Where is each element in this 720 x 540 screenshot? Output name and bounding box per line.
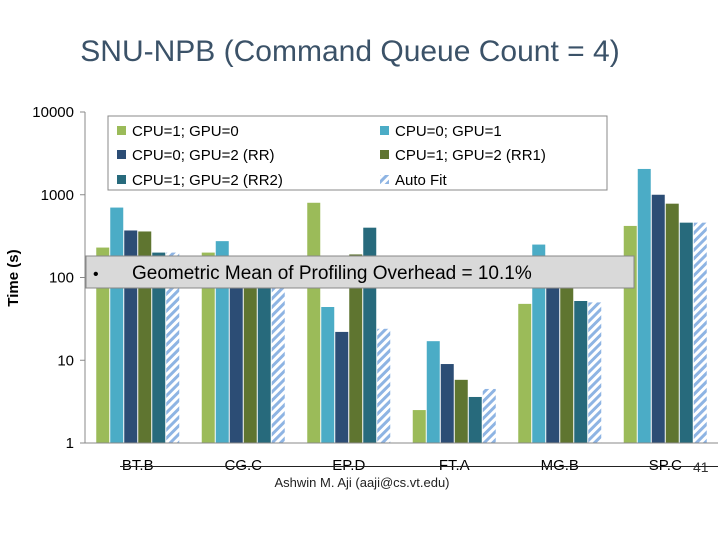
legend-swatch — [117, 150, 126, 159]
bar-ep-d-series-3 — [335, 331, 349, 443]
bar-mg-b-series-3 — [546, 262, 560, 443]
bar-cg-c-series-6 — [271, 262, 285, 443]
bar-ep-d-series-6 — [377, 328, 391, 443]
bar-mg-b-series-5 — [574, 301, 588, 443]
bar-cg-c-series-3 — [229, 262, 243, 443]
bar-cg-c-series-4 — [243, 262, 257, 443]
bar-bt-b-series-5 — [152, 252, 166, 443]
legend-swatch — [380, 150, 389, 159]
x-tick-label: MG.B — [541, 457, 579, 470]
bar-mg-b-series-6 — [588, 302, 602, 443]
bar-ft-a-series-6 — [482, 388, 496, 443]
annotation-text: Geometric Mean of Profiling Overhead = 1… — [132, 263, 532, 284]
bar-bt-b-series-6 — [166, 252, 180, 443]
y-axis-title: Time (s) — [5, 249, 22, 306]
legend-label: CPU=1; GPU=0 — [132, 123, 239, 140]
legend-label: CPU=0; GPU=1 — [395, 123, 502, 140]
footer-text: Ashwin M. Aji (aaji@cs.vt.edu) — [274, 475, 450, 490]
legend-label: CPU=1; GPU=2 (RR1) — [395, 147, 546, 164]
legend-swatch — [117, 175, 126, 184]
bar-chart: 1 10 100 1000 10000 BT.B CG.C EP.D FT.A MG.B SP.C… — [5, 104, 718, 470]
bar-cg-c-series-1 — [201, 252, 215, 443]
x-tick-label: EP.D — [332, 457, 365, 470]
bar-ft-a-series-3 — [440, 364, 454, 443]
slide-title: SNU-NPB (Command Queue Count = 4) — [80, 35, 620, 68]
legend: CPU=1; GPU=0 CPU=0; GPU=1 CPU=0; GPU=2 (RR… — [107, 115, 608, 191]
bar-sp-c-series-2 — [637, 168, 651, 443]
bar-bt-b-series-1 — [96, 247, 110, 443]
bars-layer — [96, 168, 707, 443]
y-tick-label: 1 — [66, 435, 74, 452]
x-tick-label: CG.C — [225, 457, 263, 470]
bar-ft-a-series-5 — [468, 396, 482, 443]
legend-label: Auto Fit — [395, 172, 448, 189]
bar-cg-c-series-2 — [215, 241, 229, 443]
footer-divider — [120, 466, 718, 467]
y-tick-label: 10 — [57, 352, 74, 369]
bar-cg-c-series-5 — [257, 262, 271, 443]
y-tick-label: 1000 — [41, 187, 74, 204]
x-tick-label: FT.A — [439, 457, 470, 470]
bar-sp-c-series-4 — [665, 203, 679, 443]
y-tick-label: 10000 — [32, 104, 74, 121]
bar-sp-c-series-6 — [693, 222, 707, 443]
legend-label: CPU=1; GPU=2 (RR2) — [132, 172, 283, 189]
bar-mg-b-series-4 — [560, 262, 574, 443]
bar-ft-a-series-1 — [412, 410, 426, 443]
x-tick-label: SP.C — [649, 457, 682, 470]
legend-swatch — [380, 126, 389, 135]
bar-mg-b-series-1 — [518, 303, 532, 443]
annotation-bullet: • — [93, 266, 99, 283]
x-labels-layer: BT.B CG.C EP.D FT.A MG.B SP.C — [122, 457, 682, 470]
y-tick-label: 100 — [49, 270, 74, 287]
bar-ep-d-series-2 — [321, 307, 335, 443]
bar-ep-d-series-4 — [349, 254, 363, 443]
bar-bt-b-series-2 — [110, 207, 124, 443]
annotation-box: • Geometric Mean of Profiling Overhead =… — [85, 255, 635, 289]
legend-swatch — [380, 175, 389, 184]
bar-ft-a-series-4 — [454, 379, 468, 443]
legend-swatch — [117, 126, 126, 135]
bar-sp-c-series-5 — [679, 222, 693, 443]
legend-label: CPU=0; GPU=2 (RR) — [132, 147, 275, 164]
slide-number: 41 — [693, 459, 709, 475]
y-ticks-layer: 1 10 100 1000 10000 — [32, 104, 85, 452]
bar-mg-b-series-2 — [532, 244, 546, 443]
legend-box — [107, 115, 608, 191]
bar-ep-d-series-1 — [307, 202, 321, 443]
bar-ft-a-series-2 — [426, 341, 440, 443]
x-tick-label: BT.B — [122, 457, 154, 470]
bar-sp-c-series-3 — [651, 194, 665, 443]
